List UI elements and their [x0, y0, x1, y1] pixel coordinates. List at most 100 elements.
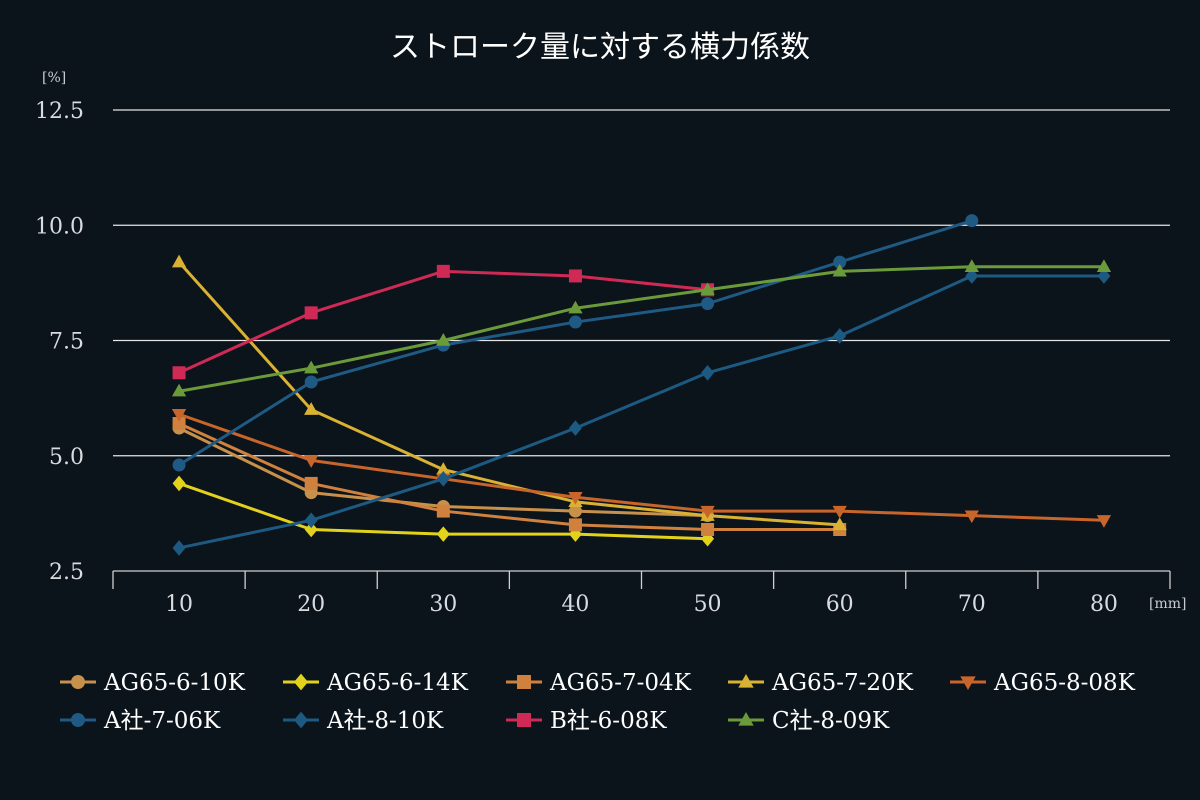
legend-swatch-marker [294, 673, 308, 691]
y-tick-label: 5.0 [49, 445, 84, 470]
series-line [177, 261, 840, 527]
legend: AG65-6-10K AG65-6-14K AG65-7-04K AG65-7-20K… [60, 670, 1136, 734]
data-point [436, 471, 450, 487]
x-tick-label: 10 [165, 592, 193, 617]
data-point [171, 383, 187, 397]
data-point [568, 526, 582, 542]
series-line [178, 422, 840, 532]
legend-item: AG65-8-08K [950, 670, 1136, 696]
legend-item: B社-6-08K [506, 708, 667, 734]
data-point [965, 214, 979, 228]
legend-label: A社-8-10K [326, 708, 444, 734]
series-group [171, 214, 1112, 556]
series-9 [171, 259, 1112, 397]
y-tick-label: 2.5 [49, 560, 84, 585]
data-point [171, 409, 187, 422]
data-point [172, 540, 186, 556]
data-point [700, 282, 715, 295]
data-point [304, 360, 319, 374]
y-tick-label: 7.5 [49, 330, 84, 355]
data-point [436, 333, 451, 346]
data-point [304, 402, 319, 415]
legend-swatch-marker [517, 675, 531, 689]
data-point [964, 510, 979, 524]
legend-item: A社-8-10K [283, 708, 444, 734]
data-point [304, 375, 318, 389]
legend-label: AG65-7-20K [771, 670, 914, 696]
data-point [1096, 259, 1112, 272]
data-point [568, 492, 583, 505]
legend-swatch-marker [738, 711, 754, 726]
legend-label: AG65-7-04K [549, 670, 692, 696]
data-point [832, 517, 847, 531]
series-line [178, 274, 1104, 550]
data-point [701, 297, 715, 311]
data-point [1097, 268, 1111, 284]
y-tick-label: 12.5 [35, 99, 84, 124]
data-point [701, 523, 715, 537]
data-point [568, 420, 582, 436]
series-7 [172, 268, 1111, 556]
data-point [304, 306, 318, 320]
chart-title: ストローク量に対する横力係数 [390, 30, 810, 65]
data-point [172, 475, 186, 492]
data-point [833, 328, 847, 344]
y-axis-unit: [%] [42, 70, 66, 86]
data-point [171, 254, 187, 268]
series-line [178, 269, 708, 375]
data-point [304, 521, 318, 538]
legend-item: C社-8-09K [728, 708, 890, 734]
data-point [568, 315, 582, 329]
x-tick-label: 50 [694, 592, 722, 617]
legend-item: AG65-6-10K [60, 670, 246, 696]
legend-swatch-marker [738, 673, 754, 688]
x-tick-label: 30 [429, 592, 457, 617]
data-point [700, 505, 715, 519]
legend-item: AG65-6-14K [283, 670, 469, 696]
data-point [436, 526, 450, 542]
data-point [965, 268, 979, 284]
data-point [964, 259, 979, 272]
legend-label: AG65-6-14K [326, 670, 469, 696]
data-point [172, 416, 186, 430]
x-axis-unit: [mm] [1149, 596, 1186, 612]
y-tick-label: 10.0 [35, 214, 84, 239]
legend-swatch-marker [517, 713, 531, 727]
data-point [568, 269, 582, 283]
legend-item: A社-7-06K [60, 708, 221, 734]
data-point [568, 504, 582, 518]
data-point [436, 504, 450, 518]
x-tick-label: 70 [958, 592, 986, 617]
legend-label: AG65-8-08K [993, 670, 1136, 696]
grid [113, 109, 1170, 457]
legend-swatch-marker [71, 675, 85, 689]
x-tick-label: 60 [826, 592, 854, 617]
legend-label: A社-7-06K [103, 708, 221, 734]
data-point [1096, 515, 1112, 528]
legend-item: AG65-7-04K [506, 670, 692, 696]
legend-swatch-marker [294, 711, 308, 729]
legend-swatch-marker [960, 676, 976, 691]
legend-label: C社-8-09K [772, 708, 890, 734]
series-4 [171, 254, 847, 531]
series-8 [172, 264, 715, 380]
data-point [304, 512, 318, 529]
data-point [172, 366, 186, 380]
data-point [304, 455, 319, 468]
legend-label: B社-6-08K [550, 708, 667, 734]
data-point [832, 505, 847, 519]
y-axis-tick-labels: 2.5 5.0 7.5 10.0 12.5 [35, 99, 84, 585]
data-point [701, 364, 715, 381]
legend-swatch-marker [71, 713, 85, 727]
data-point [436, 462, 451, 475]
x-tick-label: 20 [297, 592, 325, 617]
data-point [833, 255, 847, 269]
x-axis: 10 20 30 40 50 60 70 80 [112, 570, 1171, 617]
data-point [568, 518, 582, 532]
data-point [568, 300, 583, 314]
data-point [304, 476, 318, 490]
data-point [436, 264, 450, 278]
data-point [832, 263, 847, 277]
